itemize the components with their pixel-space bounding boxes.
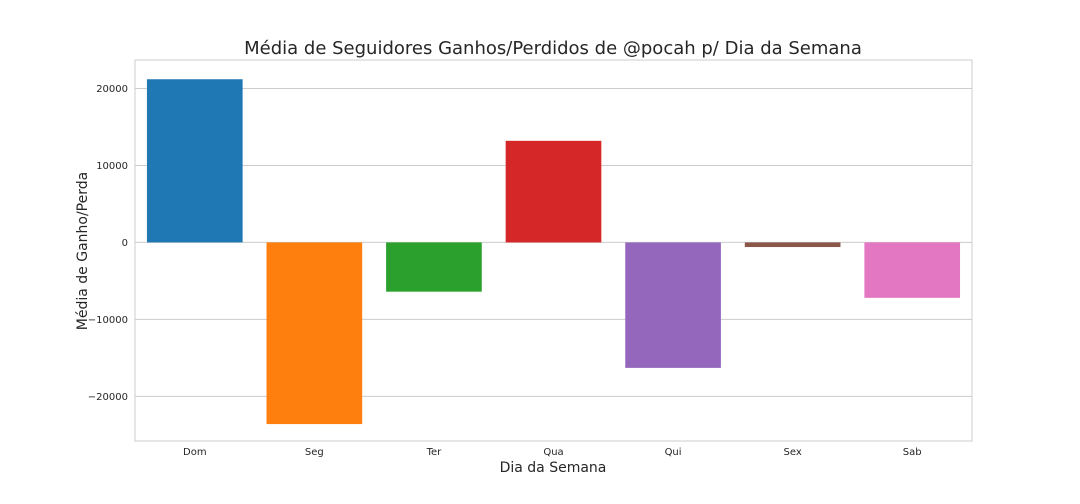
bar-ter — [386, 242, 482, 292]
x-tick-label: Sex — [784, 447, 802, 458]
x-tick-label: Qui — [665, 447, 682, 458]
bar-qua — [505, 140, 602, 243]
chart-title: Média de Seguidores Ganhos/Perdidos de @… — [244, 38, 862, 59]
x-tick-label: Sab — [903, 447, 922, 458]
x-axis-label: Dia da Semana — [500, 460, 607, 476]
x-tick-label: Qua — [543, 447, 563, 458]
x-tick-labels: Dom Seg Ter Qua Qui Sex Sab — [183, 447, 922, 458]
bar-dom — [146, 79, 243, 243]
y-tick-label: 20000 — [96, 84, 128, 95]
y-tick-label: −20000 — [88, 392, 128, 403]
y-tick-label: 0 — [122, 238, 128, 249]
y-axis-label: Média de Ganho/Perda — [75, 172, 91, 330]
bars — [146, 79, 961, 425]
plot-frame — [134, 59, 973, 442]
x-tick-label: Seg — [305, 447, 324, 458]
y-tick-labels: 20000 10000 0 −10000 −20000 — [88, 84, 128, 403]
x-tick-label: Dom — [183, 447, 207, 458]
bar-sex — [744, 242, 841, 248]
y-tick-label: −10000 — [88, 315, 128, 326]
x-tick-label: Ter — [426, 447, 443, 458]
y-tick-label: 10000 — [96, 161, 128, 172]
bar-seg — [266, 242, 363, 425]
bar-qui — [625, 242, 721, 368]
bar-sab — [864, 242, 961, 298]
